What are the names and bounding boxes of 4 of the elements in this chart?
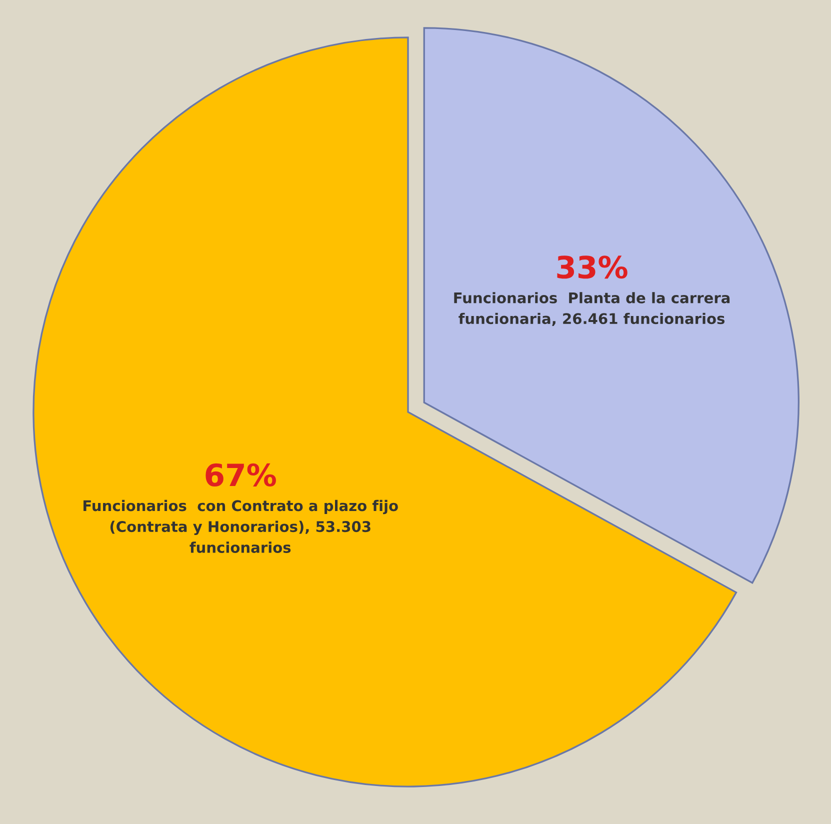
- data-label: 33%: [557, 256, 628, 279]
- slice-label: Funcionarios con Contrato a plazo fijo (Contrata y Honorarios), 53.303 funcionarios: [84, 500, 398, 553]
- slice-label: Funcionarios Planta de la carrera funcionaria, 26.461 funcionarios: [454, 292, 730, 326]
- data-label: 67%: [206, 463, 276, 486]
